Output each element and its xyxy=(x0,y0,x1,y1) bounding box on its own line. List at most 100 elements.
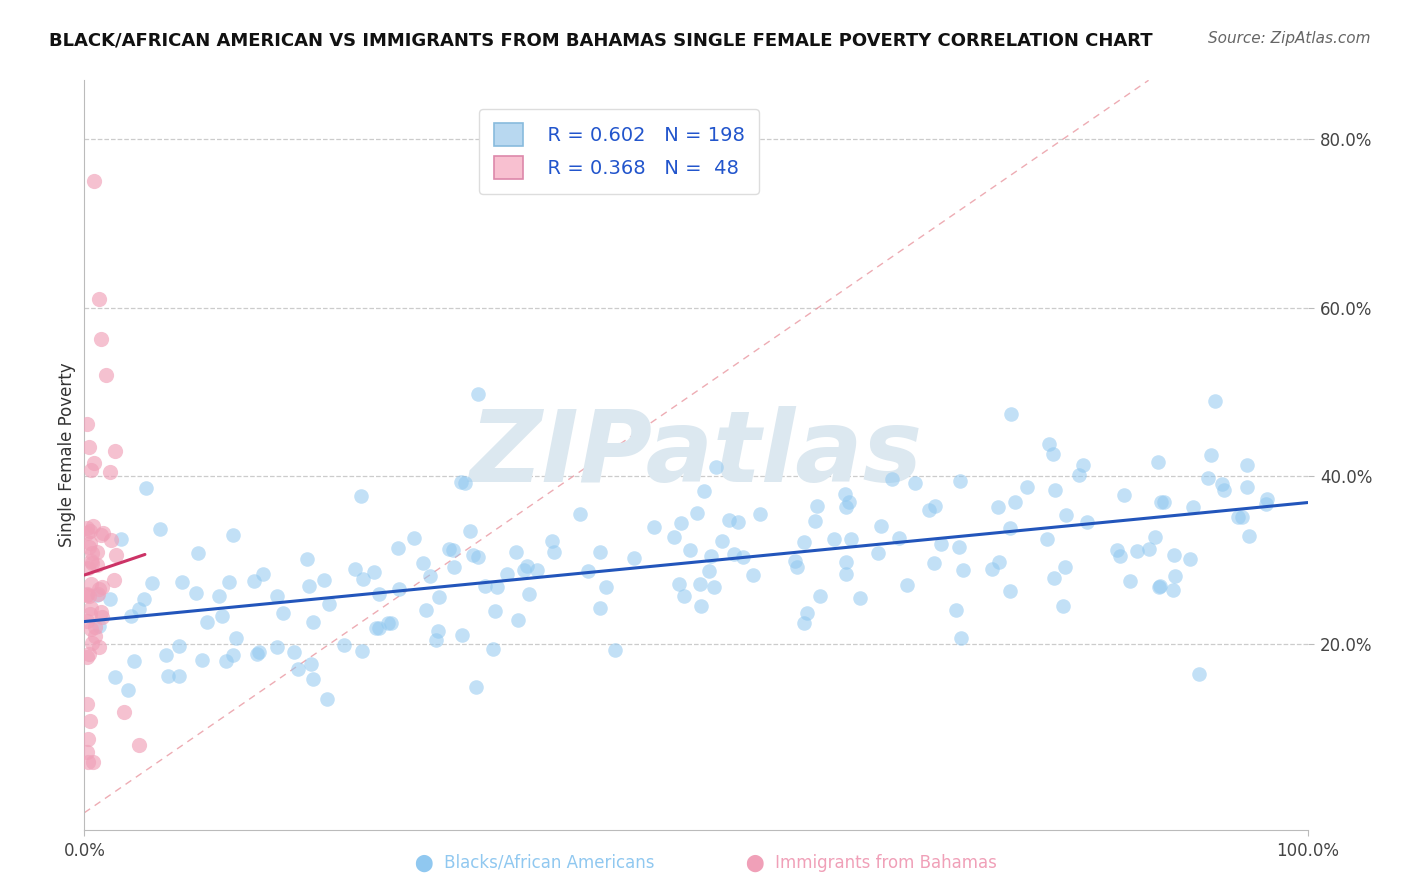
Point xyxy=(225,631,247,645)
Point xyxy=(172,574,194,589)
Point xyxy=(218,574,240,589)
Point xyxy=(1000,407,1022,421)
Point xyxy=(271,606,294,620)
Point xyxy=(76,650,98,665)
Point xyxy=(450,475,472,490)
Point xyxy=(808,590,831,604)
Point xyxy=(1042,446,1064,460)
Point xyxy=(952,563,974,577)
Point xyxy=(141,576,163,591)
Point xyxy=(80,623,103,637)
Point xyxy=(484,604,506,618)
Point xyxy=(506,614,529,628)
Point xyxy=(686,506,709,520)
Point xyxy=(76,755,98,769)
Point xyxy=(467,387,489,401)
Point xyxy=(796,606,818,620)
Point xyxy=(1004,495,1026,509)
Point xyxy=(316,692,339,706)
Point xyxy=(318,597,340,611)
Point xyxy=(703,580,725,594)
Point xyxy=(1161,582,1184,597)
Point xyxy=(91,580,114,594)
Text: Source: ZipAtlas.com: Source: ZipAtlas.com xyxy=(1208,31,1371,46)
Point xyxy=(380,615,402,630)
Point xyxy=(112,705,135,719)
Point xyxy=(89,582,111,596)
Point xyxy=(104,670,127,684)
Point xyxy=(723,547,745,561)
Point xyxy=(79,524,101,538)
Point xyxy=(643,519,665,533)
Point xyxy=(849,591,872,605)
Point xyxy=(880,472,903,486)
Point xyxy=(1230,510,1253,524)
Point xyxy=(157,669,180,683)
Point xyxy=(77,541,100,555)
Point xyxy=(368,586,391,600)
Point xyxy=(838,495,860,509)
Point xyxy=(1153,495,1175,509)
Point xyxy=(1239,529,1261,543)
Point xyxy=(90,528,112,542)
Point xyxy=(454,476,477,491)
Point xyxy=(741,568,763,582)
Point xyxy=(96,368,118,382)
Point xyxy=(731,550,754,565)
Point xyxy=(987,500,1010,514)
Point xyxy=(266,589,288,603)
Point xyxy=(352,572,374,586)
Point xyxy=(896,578,918,592)
Point xyxy=(84,629,107,643)
Point xyxy=(693,483,716,498)
Point xyxy=(377,615,399,630)
Text: BLACK/AFRICAN AMERICAN VS IMMIGRANTS FROM BAHAMAS SINGLE FEMALE POVERTY CORRELAT: BLACK/AFRICAN AMERICAN VS IMMIGRANTS FRO… xyxy=(49,31,1153,49)
Point xyxy=(134,592,156,607)
Legend:   R = 0.602   N = 198,   R = 0.368   N =  48: R = 0.602 N = 198, R = 0.368 N = 48 xyxy=(479,109,759,194)
Point xyxy=(76,588,98,602)
Point xyxy=(704,460,727,475)
Point xyxy=(679,543,702,558)
Point xyxy=(83,174,105,188)
Point xyxy=(184,586,207,600)
Point xyxy=(1054,508,1077,522)
Point xyxy=(1199,448,1222,462)
Point xyxy=(77,560,100,574)
Point xyxy=(86,545,108,559)
Point xyxy=(540,533,562,548)
Point xyxy=(388,582,411,596)
Point xyxy=(415,603,437,617)
Point xyxy=(1147,580,1170,594)
Point xyxy=(576,564,599,578)
Point xyxy=(1071,458,1094,472)
Point xyxy=(287,662,309,676)
Point xyxy=(368,621,391,635)
Point xyxy=(467,549,489,564)
Point xyxy=(1043,571,1066,585)
Y-axis label: Single Female Poverty: Single Female Poverty xyxy=(58,363,76,547)
Point xyxy=(1204,394,1226,409)
Point xyxy=(266,640,288,654)
Point xyxy=(222,648,245,663)
Point xyxy=(86,589,108,603)
Point xyxy=(834,486,856,500)
Point xyxy=(87,640,110,655)
Text: ZIPatlas: ZIPatlas xyxy=(470,407,922,503)
Point xyxy=(669,516,692,531)
Point xyxy=(786,560,808,574)
Point xyxy=(314,573,336,587)
Point xyxy=(79,536,101,550)
Point xyxy=(903,475,925,490)
Point xyxy=(623,550,645,565)
Point xyxy=(77,648,100,662)
Point xyxy=(835,500,858,515)
Point xyxy=(87,292,110,306)
Point xyxy=(90,606,112,620)
Point xyxy=(869,518,891,533)
Point xyxy=(76,731,98,746)
Point xyxy=(486,580,509,594)
Point xyxy=(806,500,828,514)
Point xyxy=(121,608,143,623)
Point xyxy=(124,654,146,668)
Point xyxy=(80,554,103,568)
